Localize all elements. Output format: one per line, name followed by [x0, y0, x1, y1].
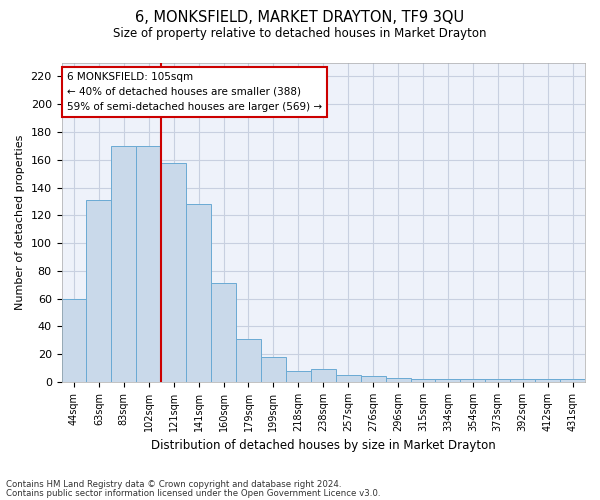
- Bar: [361, 376, 386, 382]
- X-axis label: Distribution of detached houses by size in Market Drayton: Distribution of detached houses by size …: [151, 440, 496, 452]
- Bar: [62, 298, 86, 382]
- Bar: [112, 146, 136, 382]
- Bar: [236, 339, 261, 382]
- Bar: [436, 379, 460, 382]
- Bar: [535, 379, 560, 382]
- Bar: [86, 200, 112, 382]
- Text: Size of property relative to detached houses in Market Drayton: Size of property relative to detached ho…: [113, 28, 487, 40]
- Bar: [336, 375, 361, 382]
- Bar: [286, 371, 311, 382]
- Bar: [485, 379, 510, 382]
- Text: Contains public sector information licensed under the Open Government Licence v3: Contains public sector information licen…: [6, 489, 380, 498]
- Bar: [161, 162, 186, 382]
- Bar: [211, 284, 236, 382]
- Bar: [261, 357, 286, 382]
- Text: 6, MONKSFIELD, MARKET DRAYTON, TF9 3QU: 6, MONKSFIELD, MARKET DRAYTON, TF9 3QU: [136, 10, 464, 25]
- Y-axis label: Number of detached properties: Number of detached properties: [15, 134, 25, 310]
- Bar: [460, 379, 485, 382]
- Bar: [410, 379, 436, 382]
- Bar: [186, 204, 211, 382]
- Text: Contains HM Land Registry data © Crown copyright and database right 2024.: Contains HM Land Registry data © Crown c…: [6, 480, 341, 489]
- Bar: [386, 378, 410, 382]
- Bar: [311, 370, 336, 382]
- Bar: [136, 146, 161, 382]
- Bar: [510, 379, 535, 382]
- Bar: [560, 379, 585, 382]
- Text: 6 MONKSFIELD: 105sqm
← 40% of detached houses are smaller (388)
59% of semi-deta: 6 MONKSFIELD: 105sqm ← 40% of detached h…: [67, 72, 322, 112]
